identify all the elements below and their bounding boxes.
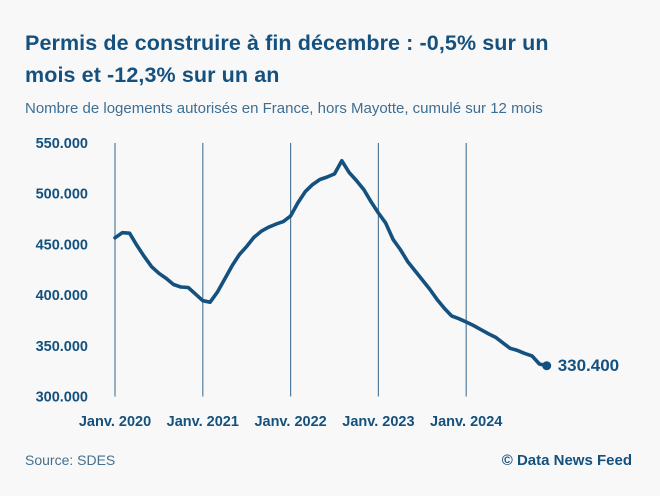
year-gridlines (114, 143, 467, 397)
x-tick-label: Janv. 2021 (167, 414, 239, 430)
x-tick-label: Janv. 2023 (342, 414, 414, 430)
x-tick-label: Janv. 2022 (254, 414, 326, 430)
source-label: Source: SDES (25, 452, 116, 468)
chart-header: Permis de construire à fin décembre : -0… (25, 27, 637, 118)
chart-subtitle: Nombre de logements autorisés en France,… (25, 100, 543, 117)
end-point-dot (542, 361, 552, 371)
y-axis-labels: 550.000 500.000 450.000 400.000 350.000 300.0… (36, 136, 88, 406)
y-tick-label: 500.000 (36, 187, 88, 203)
x-tick-label: Janv. 2020 (79, 414, 151, 430)
y-tick-label: 350.000 (36, 339, 88, 355)
chart-title: Permis de construire à fin décembre : -0… (25, 31, 549, 87)
x-tick-label: Janv. 2024 (430, 414, 502, 430)
y-tick-label: 300.000 (36, 390, 88, 406)
credit-label: © Data News Feed (501, 452, 632, 469)
line-chart: 550.000 500.000 450.000 400.000 350.000 300.0… (36, 136, 620, 430)
end-value-label: 330.400 (558, 356, 619, 375)
x-axis-labels: Janv. 2020 Janv. 2021 Janv. 2022 Janv. 2023… (79, 414, 502, 430)
y-tick-label: 550.000 (36, 136, 88, 152)
chart-footer: Source: SDES © Data News Feed (25, 452, 632, 469)
y-tick-label: 400.000 (36, 288, 88, 304)
data-line (113, 158, 549, 368)
y-tick-label: 450.000 (36, 237, 88, 253)
